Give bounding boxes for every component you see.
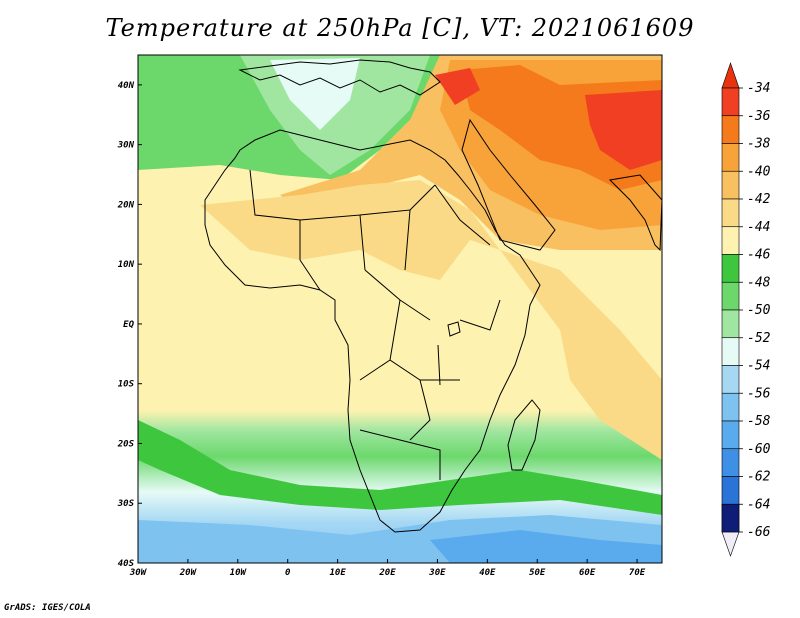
field-pale-north [270,58,360,130]
y-tick-label: 20S [117,439,135,449]
field-deepblue-south [430,530,662,563]
colorbar-swatch [721,281,740,311]
colorbar-swatch [721,337,740,366]
x-tick-label: 30W [129,568,148,578]
x-tick-label: 60E [579,568,596,578]
colorbar-label: -44 [747,220,770,235]
colorbar-swatch [721,115,740,144]
y-tick-label: EQ [123,320,134,330]
india-coastline [608,174,662,252]
colorbar-swatch [721,143,740,172]
lake-tanganyika [437,344,441,386]
y-tick-label: 10S [118,380,135,390]
europe-coastline [238,59,441,96]
colorbar-label: -48 [747,275,771,290]
colorbar-label: -38 [747,137,771,152]
x-tick-label: 0 [285,568,291,578]
y-tick-label: 10N [118,260,135,270]
colorbar-swatch [721,365,740,394]
x-tick-label: 10W [230,568,248,578]
coastlines-borders [204,59,662,533]
colorbar-label: -58 [747,414,771,429]
y-axis-ticks: 40N 30N 20N 10N EQ 10S 20S 30S 40S [117,81,142,569]
colorbar-swatch [721,87,740,117]
y-tick-label: 30N [117,141,135,151]
y-tick-label: 40N [118,81,135,91]
colorbar-swatch [721,448,740,477]
y-tick-label: 40S [118,559,135,569]
colorbar-swatch [721,226,740,255]
x-tick-label: 20W [179,568,198,578]
y-tick-label: 20N [117,200,135,210]
chart-title: Temperature at 250hPa [C], VT: 202106160… [105,14,695,42]
x-tick-label: 40E [479,568,496,578]
lake-victoria [447,321,461,337]
plot-frame [137,54,663,564]
x-tick-label: 50E [529,568,546,578]
colorbar-label: -62 [747,470,771,485]
y-tick-label: 30S [117,499,135,509]
colorbar-swatch [721,392,740,422]
country-borders [249,169,501,480]
colorbar-label: -56 [747,386,771,401]
x-tick-label: 70E [629,568,646,578]
arabia-coastline [461,118,556,251]
x-tick-label: 10E [329,568,346,578]
colorbar-label: -42 [747,192,771,207]
madagascar-coastline [507,399,541,471]
colorbar-swatch [721,503,740,533]
field-red-mideast [585,90,662,170]
colorbar-label: -46 [747,248,771,263]
colorbar-swatch [721,309,740,339]
colorbar-label: -64 [747,497,770,512]
colorbar-top-arrow [721,62,740,89]
colorbar-label: -40 [747,164,771,179]
temperature-field [138,55,662,563]
colorbar-swatch [721,254,740,283]
colorbar-swatch [721,198,740,228]
field-green-south [138,420,662,515]
field-red-levant [435,68,480,105]
grads-credit: GrADS: IGES/COLA [4,603,91,613]
colorbar-label: -50 [747,303,771,318]
x-axis-ticks: 30W 20W 10W 0 10E 20E 30E 40E 50E 60E 70E [129,559,646,578]
colorbar-label: -52 [747,331,771,346]
colorbar-label: -66 [747,525,771,540]
field-orange-sahel [200,180,662,460]
africa-coastline [204,129,541,533]
colorbar-label: -34 [747,81,770,96]
colorbar-label: -36 [747,109,771,124]
x-tick-label: 30E [428,568,446,578]
colorbar-swatch [721,170,740,200]
colorbar-label: -60 [747,442,771,457]
x-tick-label: 20E [378,568,396,578]
colorbar-label: -54 [747,359,770,374]
colorbar-swatch [721,476,740,505]
colorbar-bottom-arrow [721,531,740,557]
colorbar-swatch [721,420,740,450]
colorbar: -34 -36 -38 -40 -42 -44 -46 -48 -50 -52 -54 -56 -58 -… [721,62,771,557]
